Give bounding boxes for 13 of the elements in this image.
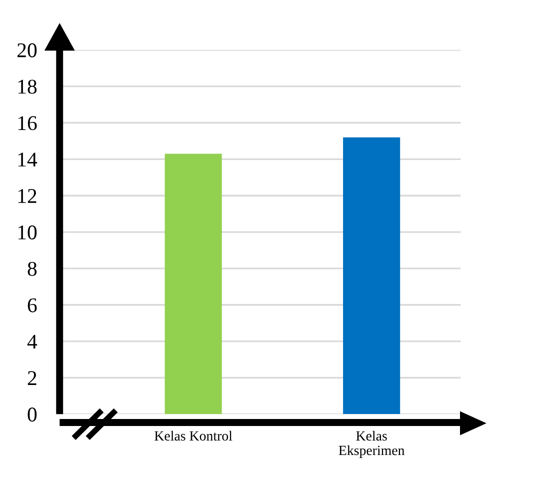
y-tick-label: 2 xyxy=(28,371,36,385)
y-tick-label: 14 xyxy=(18,152,38,166)
y-tick-label: 16 xyxy=(18,116,37,130)
y-tick-label: 18 xyxy=(18,80,37,94)
x-tick-label: Kelas Kontrol xyxy=(154,430,232,441)
y-tick-label: 8 xyxy=(28,262,37,276)
y-tick-label: 4 xyxy=(27,334,38,349)
y-tick-label: 6 xyxy=(28,298,37,312)
x-tick-label: Kelas Eksperimen xyxy=(338,430,405,458)
y-tick-label: 10 xyxy=(18,225,37,240)
y-tick-label: 20 xyxy=(17,43,37,58)
y-tick-label: 0 xyxy=(28,408,37,422)
y-tick-label: 12 xyxy=(18,189,36,203)
